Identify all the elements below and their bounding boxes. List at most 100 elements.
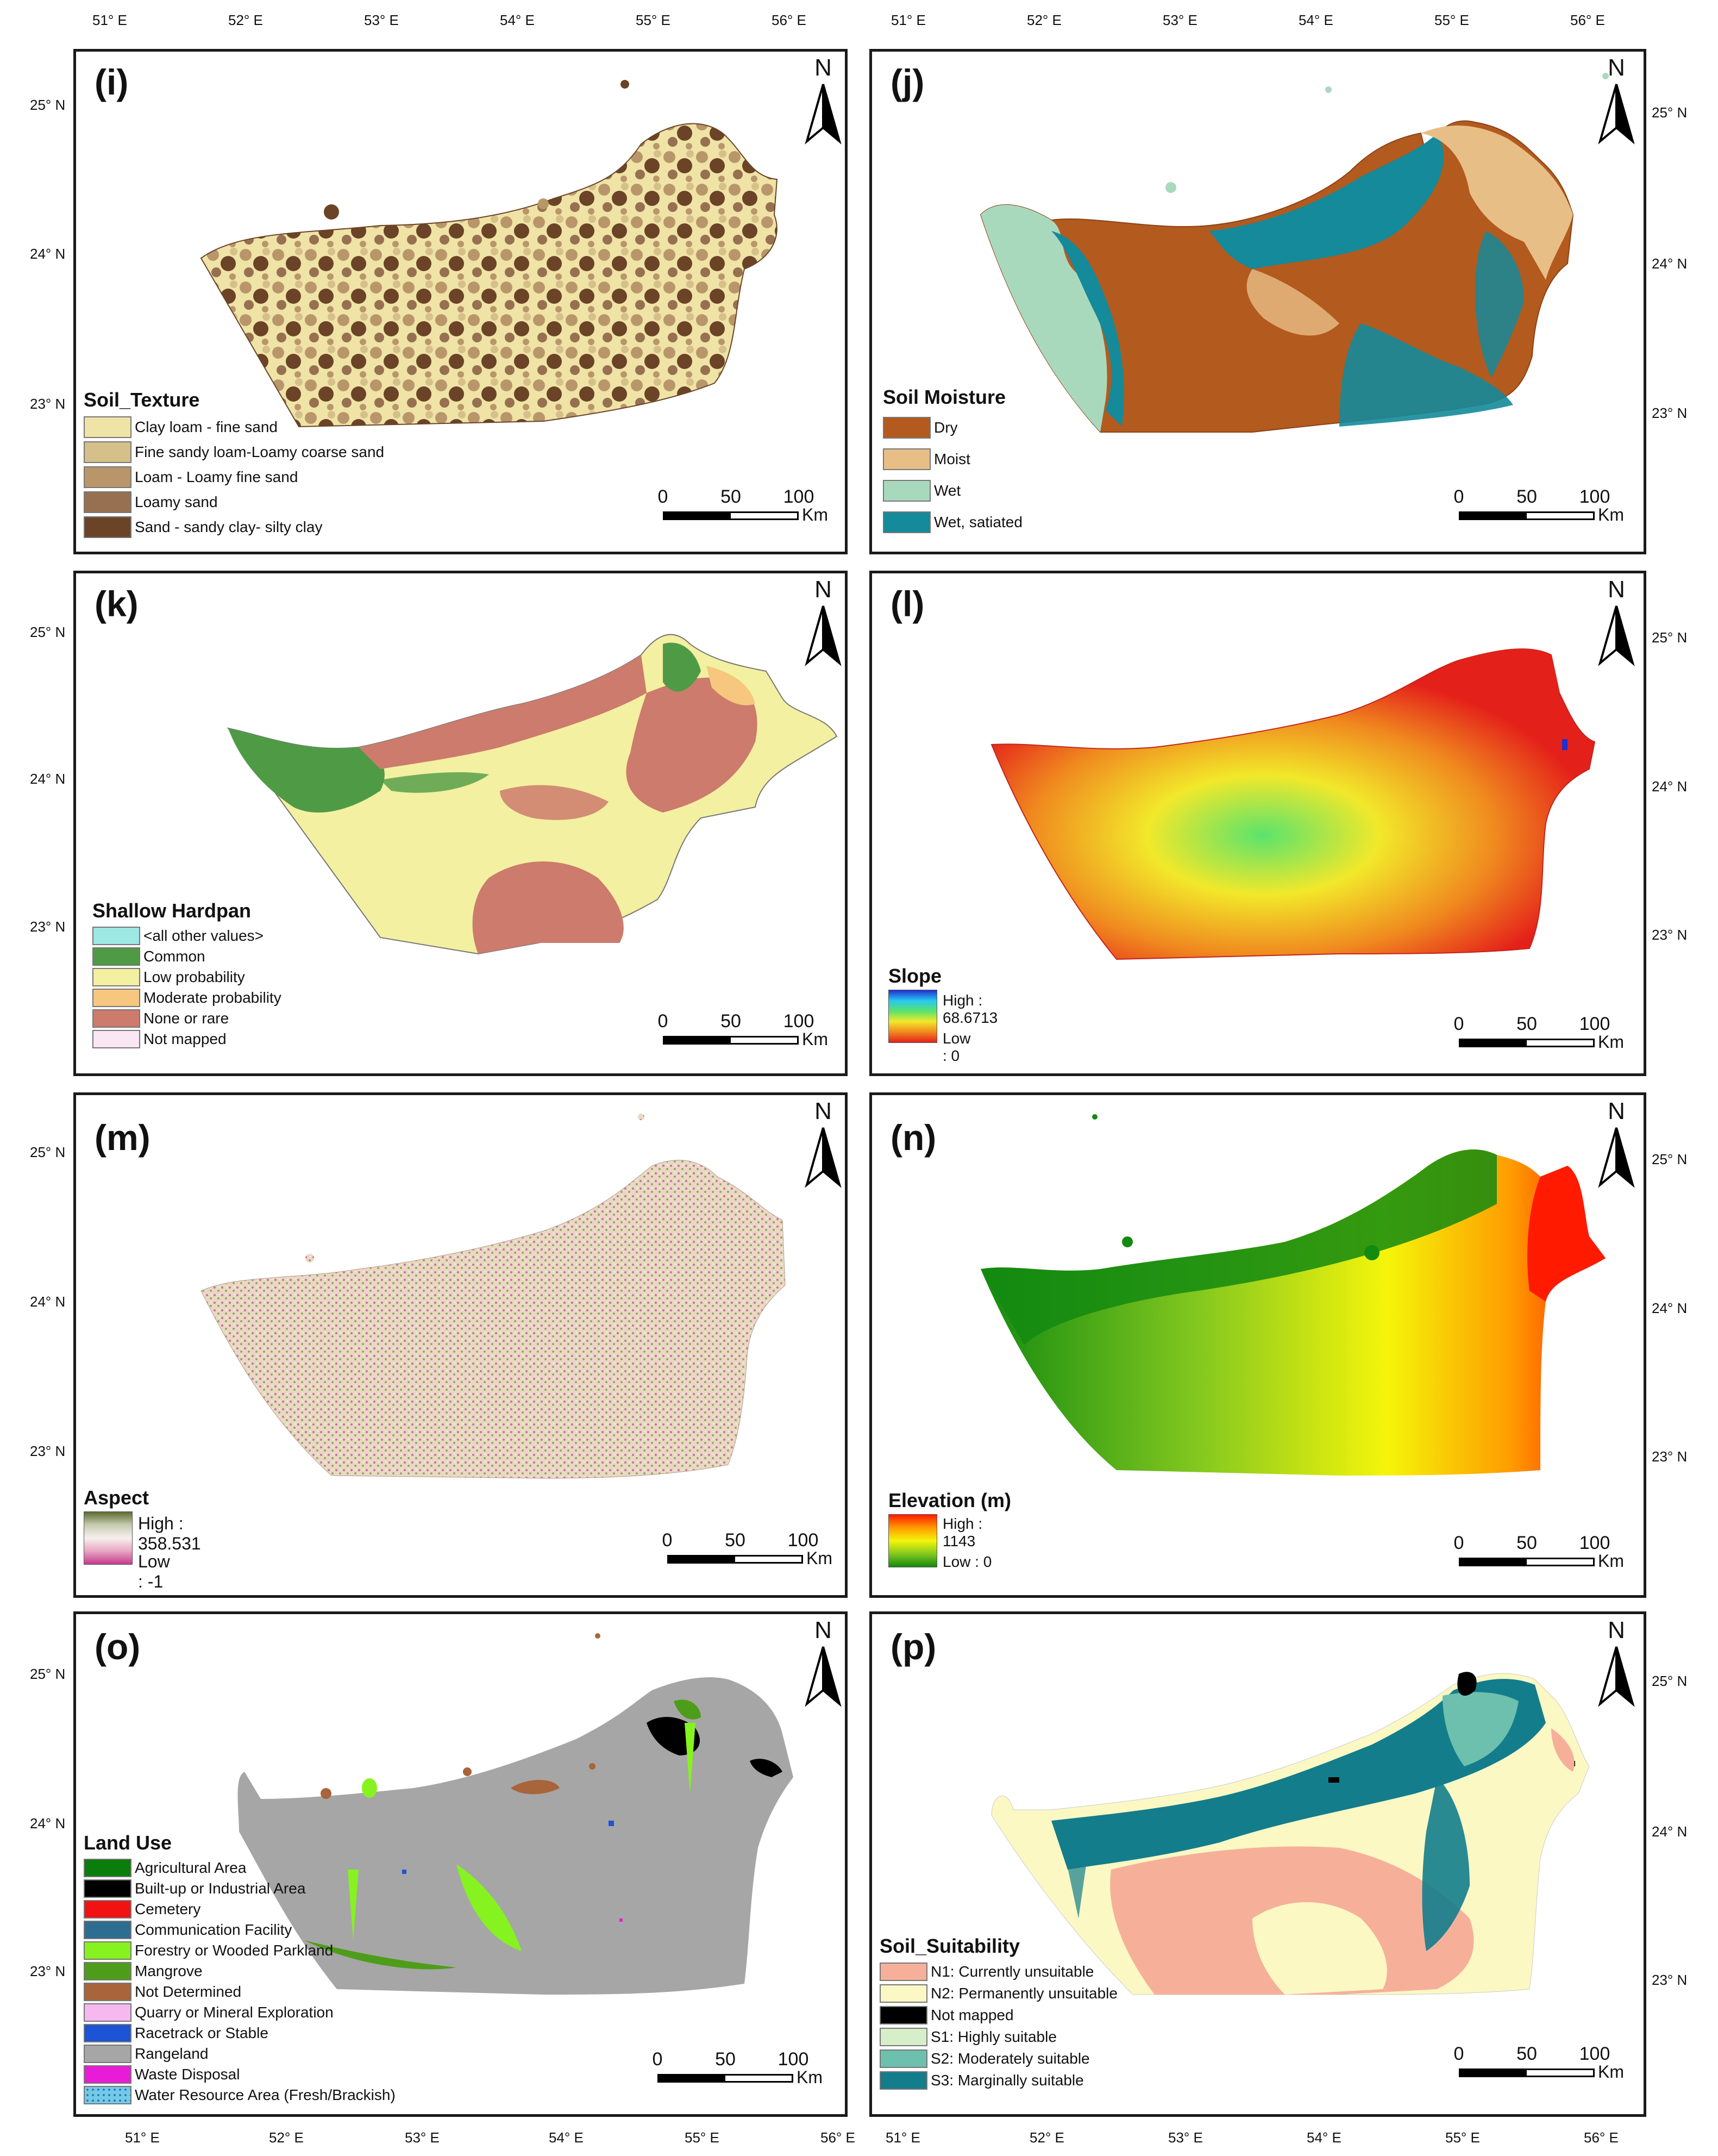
legend-item: S3: Marginally suitable <box>880 2070 1118 2091</box>
legend-item: N1: Currently unsuitable <box>880 1961 1118 1983</box>
lon-label: 54° E <box>1299 12 1333 28</box>
panel-label: (o) <box>95 1627 141 1667</box>
scale-label: 0 <box>1453 1014 1464 1034</box>
soil-suitability-legend: Soil_Suitability N1: Currently unsuitabl… <box>880 1935 1118 2091</box>
north-label: N <box>814 1617 832 1643</box>
legend-swatch <box>92 947 140 966</box>
legend-label: Loam - Loamy fine sand <box>135 468 298 485</box>
scale-label: 100 <box>1579 2043 1610 2064</box>
legend-label: Moderate probability <box>143 989 281 1006</box>
legend-swatch <box>880 2006 927 2024</box>
legend-swatch <box>84 2065 131 2084</box>
north-label: N <box>814 576 832 603</box>
lat-label: 25° N <box>1652 1673 1688 1689</box>
panel-label: (l) <box>891 584 925 624</box>
land-use-legend: Land Use Agricultural Area Built-up or I… <box>84 1832 396 2105</box>
legend-item: Rangeland <box>84 2043 396 2064</box>
scale-unit: Km <box>1598 505 1624 524</box>
lon-label: 53° E <box>364 12 399 28</box>
legend-label: Loamy sand <box>135 493 218 510</box>
scale-unit: Km <box>806 1548 832 1568</box>
legend-title: Land Use <box>84 1832 172 1854</box>
soil-moisture-map <box>980 73 1609 433</box>
scale-bar: 0 50 100 Km <box>1454 1533 1624 1582</box>
legend-label: Dry <box>934 419 958 436</box>
scale-label: 0 <box>1453 2043 1464 2064</box>
legend-label: Fine sandy loam-Loamy coarse sand <box>135 443 385 460</box>
lon-label: 53° E <box>405 2129 440 2146</box>
legend-item: Moist <box>883 443 1023 475</box>
legend-label: Cemetery <box>135 1901 201 1917</box>
lat-label: 24° N <box>1652 255 1688 272</box>
lat-label: 25° N <box>30 1666 66 1682</box>
legend-title: Elevation (m) <box>888 1489 1012 1511</box>
legend-item: Quarry or Mineral Exploration <box>84 2002 396 2023</box>
scale-label: 0 <box>657 1011 668 1032</box>
legend-item: Moderate probability <box>92 988 281 1008</box>
legend-label: Moist <box>934 451 970 467</box>
soil-suitability-map <box>991 1672 1590 1995</box>
legend-swatch <box>84 1962 131 1980</box>
legend-swatch <box>84 1859 131 1877</box>
lat-label: 25° N <box>1652 629 1688 646</box>
panel-label: (j) <box>891 62 925 102</box>
soil-moisture-legend: Soil Moisture Dry Moist Wet Wet, satiate… <box>883 386 1023 538</box>
scale-label: 50 <box>720 486 741 507</box>
legend-item: S2: Moderately suitable <box>880 2048 1118 2070</box>
lat-label: 24° N <box>30 1293 66 1310</box>
panel-land-use: (o) N Land Use Agricultural Area Built-u… <box>73 1611 848 2117</box>
north-arrow: N <box>1589 54 1644 147</box>
aspect-map <box>200 1114 786 1479</box>
north-arrow-icon <box>1598 1127 1635 1188</box>
scale-label: 100 <box>787 1530 819 1551</box>
scale-label: 0 <box>1453 486 1464 507</box>
legend-label: S2: Moderately suitable <box>931 2050 1090 2067</box>
scale-unit: Km <box>1598 1032 1624 1052</box>
legend-item: Sand - sandy clay- silty clay <box>84 515 384 540</box>
legend-item: Wet, satiated <box>883 507 1023 538</box>
legend-high: High : 68.6713 <box>943 992 998 1026</box>
lon-label: 51° E <box>92 12 127 28</box>
lon-label: 55° E <box>1434 12 1469 28</box>
legend-label: Rangeland <box>135 2045 209 2062</box>
legend-label: Common <box>143 948 205 965</box>
scale-bar: 0 50 100 Km <box>658 486 828 535</box>
legend-swatch <box>880 2071 927 2090</box>
north-arrow: N <box>796 1617 845 1709</box>
scale-label: 100 <box>783 1011 814 1032</box>
lon-label: 54° E <box>549 2129 584 2146</box>
legend-swatch <box>84 491 131 513</box>
soil-texture-legend: Soil_Texture Clay loam - fine sand Fine … <box>84 389 384 540</box>
north-arrow-icon <box>805 1646 842 1707</box>
lon-label: 53° E <box>1168 2129 1203 2146</box>
legend-swatch <box>84 2045 131 2063</box>
north-label: N <box>814 1098 832 1124</box>
lat-label: 23° N <box>30 396 66 412</box>
north-arrow-icon <box>1598 1646 1635 1707</box>
scale-label: 100 <box>1579 486 1610 507</box>
lat-label: 24° N <box>1652 778 1688 795</box>
lat-label: 23° N <box>1652 927 1688 943</box>
panel-label: (n) <box>891 1117 937 1158</box>
legend-label: Not mapped <box>931 2007 1014 2023</box>
legend-item: Not mapped <box>92 1029 281 1049</box>
legend-label: Clay loam - fine sand <box>135 418 278 435</box>
lon-label: 52° E <box>228 12 263 28</box>
north-arrow-icon <box>805 605 842 666</box>
north-label: N <box>1608 576 1625 603</box>
lat-label: 23° N <box>30 1443 66 1459</box>
elevation-legend: Elevation (m) High : 1143 Low : 0 <box>888 1489 1012 1570</box>
legend-item: Cemetery <box>84 1899 396 1920</box>
lon-label: 52° E <box>1027 12 1062 28</box>
legend-swatch <box>92 1030 140 1048</box>
legend-item: Dry <box>883 412 1023 443</box>
panel-label: (i) <box>95 62 129 102</box>
legend-item: S1: Highly suitable <box>880 2026 1118 2048</box>
legend-item: <all other values> <box>92 926 281 946</box>
legend-swatch <box>84 441 131 463</box>
north-arrow-icon <box>805 1127 842 1188</box>
north-arrow: N <box>1589 1617 1644 1709</box>
legend-item: Mangrove <box>84 1961 396 1982</box>
legend-label: S3: Marginally suitable <box>931 2072 1084 2089</box>
scale-label: 50 <box>1516 486 1537 507</box>
